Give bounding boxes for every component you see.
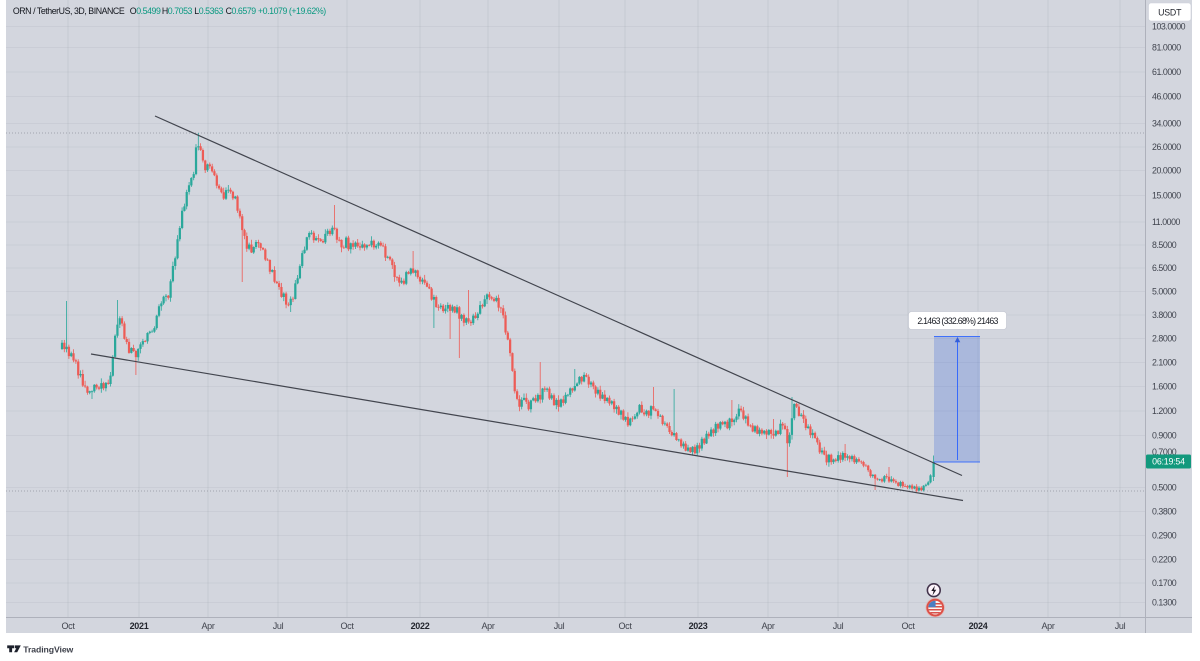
svg-text:0.1300: 0.1300 <box>1152 598 1177 608</box>
svg-text:Oct: Oct <box>901 621 915 631</box>
svg-text:20.0000: 20.0000 <box>1152 166 1181 176</box>
svg-text:26.0000: 26.0000 <box>1152 142 1181 152</box>
svg-text:Apr: Apr <box>201 621 214 631</box>
svg-text:Apr: Apr <box>761 621 774 631</box>
svg-text:06:19:54: 06:19:54 <box>1152 456 1185 466</box>
svg-text:2021: 2021 <box>130 621 149 631</box>
svg-text:0.5000: 0.5000 <box>1152 483 1177 493</box>
svg-text:81.0000: 81.0000 <box>1152 43 1181 53</box>
svg-text:46.0000: 46.0000 <box>1152 92 1181 102</box>
svg-text:L0.5363: L0.5363 <box>194 6 223 16</box>
svg-text:3.8000: 3.8000 <box>1152 310 1177 320</box>
svg-text:15.0000: 15.0000 <box>1152 191 1181 201</box>
svg-text:34.0000: 34.0000 <box>1152 119 1181 129</box>
svg-text:2.1000: 2.1000 <box>1152 358 1177 368</box>
svg-text:Oct: Oct <box>618 621 632 631</box>
svg-text:61.0000: 61.0000 <box>1152 67 1181 77</box>
svg-text:C0.6579: C0.6579 <box>226 6 257 16</box>
svg-text:2.1463 (332.68%) 21463: 2.1463 (332.68%) 21463 <box>917 316 998 326</box>
svg-text:Jul: Jul <box>273 621 284 631</box>
svg-text:H0.7053: H0.7053 <box>162 6 193 16</box>
svg-text:Apr: Apr <box>481 621 494 631</box>
svg-text:0.2900: 0.2900 <box>1152 531 1177 541</box>
svg-text:2022: 2022 <box>411 621 430 631</box>
svg-text:0.2200: 0.2200 <box>1152 555 1177 565</box>
svg-text:USDT: USDT <box>1158 7 1182 17</box>
svg-text:0.1700: 0.1700 <box>1152 578 1177 588</box>
svg-text:0.9000: 0.9000 <box>1152 431 1177 441</box>
svg-text:O0.5499: O0.5499 <box>130 6 161 16</box>
svg-text:5.0000: 5.0000 <box>1152 287 1177 297</box>
svg-text:Oct: Oct <box>340 621 354 631</box>
svg-text:2.8000: 2.8000 <box>1152 334 1177 344</box>
svg-text:0.3800: 0.3800 <box>1152 507 1177 517</box>
svg-text:TradingView: TradingView <box>23 644 73 654</box>
svg-text:8.5000: 8.5000 <box>1152 240 1177 250</box>
svg-text:Jul: Jul <box>833 621 844 631</box>
svg-text:Oct: Oct <box>61 621 75 631</box>
svg-text:6.5000: 6.5000 <box>1152 263 1177 273</box>
svg-text:2023: 2023 <box>689 621 708 631</box>
svg-text:Apr: Apr <box>1041 621 1054 631</box>
svg-text:Jul: Jul <box>554 621 565 631</box>
svg-text:1.6000: 1.6000 <box>1152 382 1177 392</box>
svg-text:2024: 2024 <box>969 621 988 631</box>
svg-text:ORN / TetherUS, 3D, BINANCE: ORN / TetherUS, 3D, BINANCE <box>13 6 125 16</box>
svg-text:Jul: Jul <box>1115 621 1126 631</box>
svg-text:0.7000: 0.7000 <box>1152 447 1177 457</box>
svg-text:1.2000: 1.2000 <box>1152 406 1177 416</box>
svg-text:103.0000: 103.0000 <box>1152 22 1186 32</box>
svg-text:11.0000: 11.0000 <box>1152 217 1181 227</box>
svg-text:+0.1079 (+19.62%): +0.1079 (+19.62%) <box>258 6 326 16</box>
